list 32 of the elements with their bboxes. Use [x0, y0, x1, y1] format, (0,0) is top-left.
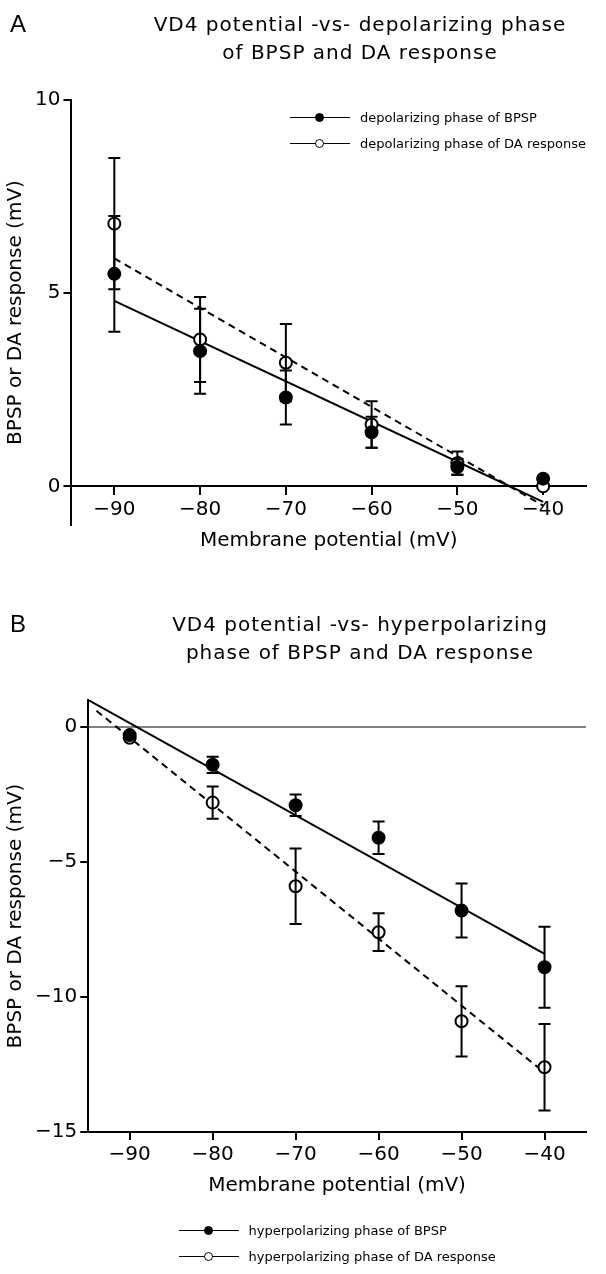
y-tick-label: 5: [47, 279, 61, 304]
x-tick-label: −70: [274, 1141, 317, 1166]
text: A: [10, 10, 27, 38]
x-tick-label: −40: [522, 495, 565, 520]
y-axis-title: BPSP or DA response (mV): [2, 180, 27, 445]
x-tick-label: −40: [523, 1141, 566, 1166]
point: [536, 471, 551, 486]
legend-label: hyperpolarizing phase of DA response: [248, 1248, 496, 1266]
y-tick-label: 0: [47, 472, 61, 497]
legend-label: hyperpolarizing phase of BPSP: [248, 1222, 447, 1240]
x-tick-label: −60: [357, 1141, 400, 1166]
y-axis-title: BPSP or DA response (mV): [2, 783, 27, 1049]
x-axis-title: Membrane potential (mV): [208, 1172, 466, 1197]
chart-title: VD4 potential -vs- depolarizing phase of BPSP and DA response: [152, 11, 568, 66]
x-tick-label: −90: [108, 1141, 151, 1166]
x-tick-label: −80: [191, 1141, 234, 1166]
x-tick-label: −50: [436, 495, 479, 520]
y-tick-label: −10: [34, 983, 78, 1008]
x-tick-label: −80: [178, 495, 222, 520]
x-tick-label: −70: [264, 495, 307, 520]
y-tick-label: −5: [47, 848, 78, 873]
y-tick-label: 0: [64, 713, 78, 738]
chart-title: VD4 potential -vs- hyperpolarizing phase of BPSP and DA response: [171, 611, 549, 666]
x-tick-label: −50: [440, 1141, 483, 1166]
legend-label: depolarizing phase of BPSP: [360, 109, 537, 127]
x-axis-title: Membrane potential (mV): [199, 526, 458, 551]
x-tick-label: −90: [93, 495, 136, 520]
y-tick-label: −15: [34, 1118, 78, 1143]
y-tick-label: 10: [35, 86, 61, 111]
legend-label: depolarizing phase of DA response: [360, 135, 586, 153]
text: B: [10, 610, 27, 638]
x-tick-label: −60: [350, 495, 393, 520]
